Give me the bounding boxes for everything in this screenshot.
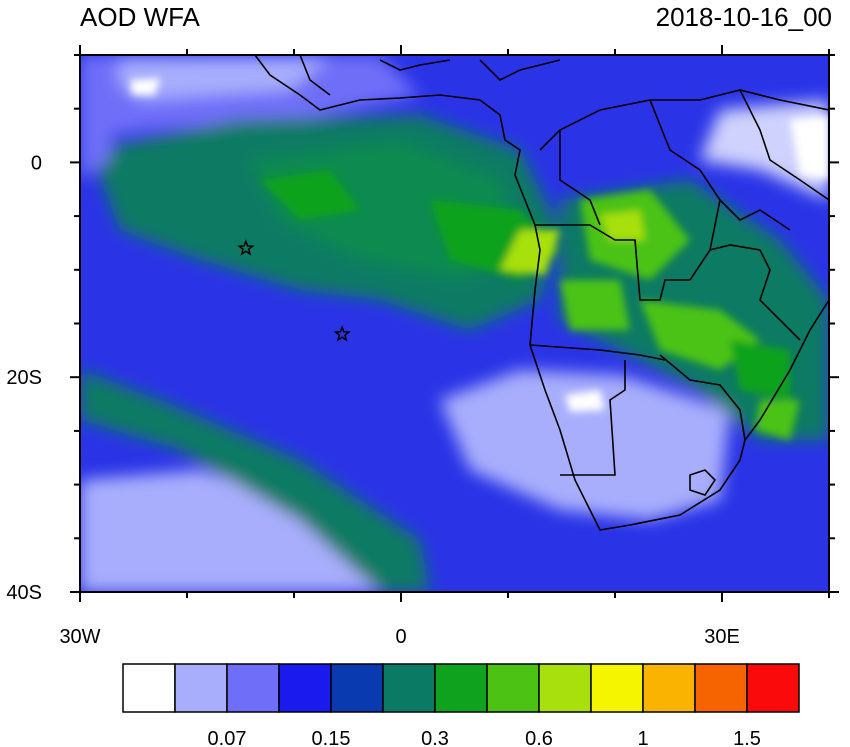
- colorbar-swatch: [590, 663, 644, 713]
- colorbar-swatch: [278, 663, 332, 713]
- x-tick-label: 30W: [59, 626, 100, 648]
- colorbar: 0.07 0.15 0.3 0.6 1 1.5: [122, 663, 800, 747]
- x-tick-label: 30E: [704, 626, 740, 648]
- country-borders: [254, 55, 829, 531]
- colorbar-swatch: [122, 663, 176, 713]
- colorbar-swatch: [538, 663, 592, 713]
- y-tick-label: 0: [31, 152, 42, 174]
- colorbar-swatch: [434, 663, 488, 713]
- marker-layer: [237, 239, 351, 342]
- colorbar-label: 0.07: [208, 728, 247, 747]
- colorbar-swatch: [226, 663, 280, 713]
- map-axes: 30W 0 30E 0 20S 40S: [6, 45, 839, 648]
- star-marker: [237, 239, 255, 256]
- map-title: AOD WFA: [80, 2, 200, 32]
- aod-field: [80, 55, 829, 592]
- colorbar-label: 1: [637, 728, 648, 747]
- y-tick-label: 20S: [6, 367, 42, 389]
- colorbar-swatch: [694, 663, 748, 713]
- colorbar-swatch: [330, 663, 384, 713]
- colorbar-label: 0.6: [525, 728, 553, 747]
- y-tick-label: 40S: [6, 582, 42, 604]
- colorbar-swatch: [174, 663, 228, 713]
- colorbar-swatch: [486, 663, 540, 713]
- colorbar-swatch: [382, 663, 436, 713]
- colorbar-label: 1.5: [733, 728, 761, 747]
- colorbar-label: 0.15: [312, 728, 351, 747]
- colorbar-label: 0.3: [421, 728, 449, 747]
- colorbar-swatch: [746, 663, 800, 713]
- colorbar-swatch: [642, 663, 696, 713]
- x-tick-label: 0: [395, 626, 406, 648]
- star-marker: [333, 325, 351, 342]
- map-date: 2018-10-16_00: [655, 2, 832, 32]
